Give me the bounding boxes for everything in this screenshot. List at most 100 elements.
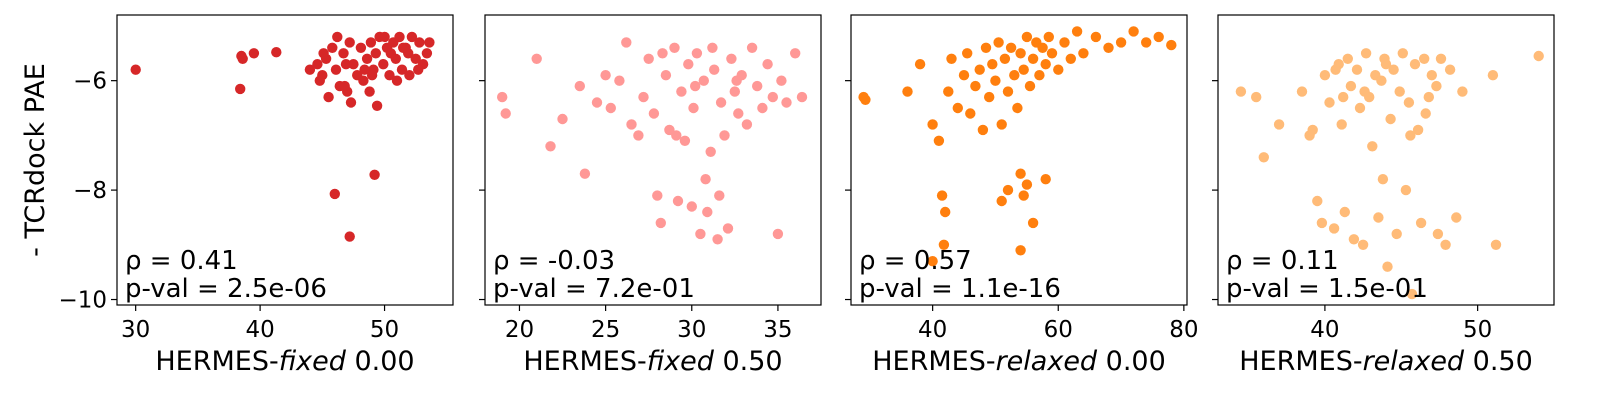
data-point bbox=[314, 75, 325, 86]
data-point bbox=[1021, 179, 1033, 190]
scatter-panel-1: 30 40 50 −6 −8 −10 HERMES-fixed 0.00 ρ = 0.41p-… bbox=[58, 14, 454, 377]
data-point bbox=[330, 64, 342, 75]
scatter-panel-4: 40 50 HERMES-relaxed 0.50 ρ = 0.11p-val = 1… bbox=[1212, 14, 1555, 377]
data-point bbox=[1273, 119, 1285, 130]
data-point bbox=[1071, 26, 1083, 37]
data-point bbox=[726, 53, 737, 64]
rho-annotation: ρ = 0.41 bbox=[125, 246, 238, 276]
data-point bbox=[1021, 31, 1033, 43]
data-point bbox=[860, 94, 871, 106]
data-point bbox=[648, 108, 660, 119]
data-point bbox=[1027, 217, 1039, 229]
data-point bbox=[1040, 58, 1051, 70]
data-point bbox=[672, 195, 684, 207]
data-point bbox=[413, 64, 424, 75]
data-point bbox=[715, 97, 727, 108]
data-point bbox=[933, 135, 945, 146]
data-point bbox=[1405, 130, 1416, 141]
data-point bbox=[965, 108, 976, 119]
data-point bbox=[1394, 86, 1405, 97]
data-point bbox=[767, 91, 778, 103]
data-point bbox=[1324, 97, 1335, 108]
data-point bbox=[943, 86, 954, 97]
pval-annotation: p-val = 2.5e-06 bbox=[125, 274, 327, 304]
data-point bbox=[1412, 124, 1424, 136]
data-point bbox=[345, 97, 357, 108]
data-point bbox=[424, 37, 435, 48]
data-point bbox=[369, 169, 380, 180]
points-group bbox=[497, 37, 808, 245]
data-point bbox=[1367, 141, 1378, 152]
data-point bbox=[1027, 53, 1039, 64]
data-point bbox=[980, 42, 992, 53]
x-tick-label: 50 bbox=[1463, 317, 1492, 343]
data-point bbox=[962, 48, 973, 59]
pval-annotation: p-val = 1.1e-16 bbox=[859, 274, 1061, 304]
data-point bbox=[762, 58, 773, 70]
data-point bbox=[999, 53, 1011, 64]
x-axis-label: HERMES-fixed 0.50 bbox=[523, 346, 782, 377]
data-point bbox=[1307, 124, 1318, 136]
x-tick-label: 80 bbox=[1169, 317, 1198, 343]
data-point bbox=[1345, 80, 1357, 92]
data-point bbox=[394, 31, 405, 43]
data-point bbox=[237, 53, 248, 64]
data-point bbox=[657, 48, 668, 59]
data-point bbox=[1005, 42, 1017, 53]
x-tick-label: 30 bbox=[677, 317, 706, 343]
data-point bbox=[643, 53, 654, 64]
y-tick-label: −10 bbox=[58, 288, 107, 314]
data-point bbox=[1018, 190, 1029, 201]
data-point bbox=[1376, 75, 1387, 86]
data-point bbox=[1359, 86, 1370, 97]
data-point bbox=[1153, 31, 1164, 43]
data-point bbox=[621, 37, 632, 48]
data-point bbox=[391, 75, 403, 86]
data-point bbox=[733, 108, 744, 119]
pval-annotation: p-val = 7.2e-01 bbox=[493, 274, 695, 304]
data-point bbox=[355, 42, 367, 53]
data-point bbox=[1009, 70, 1020, 81]
data-point bbox=[1312, 195, 1323, 207]
data-point bbox=[1018, 64, 1029, 75]
data-point bbox=[271, 47, 282, 58]
x-tick-label: 25 bbox=[591, 317, 620, 343]
x-tick-label: 50 bbox=[370, 317, 399, 343]
data-point bbox=[1002, 184, 1014, 196]
data-point bbox=[741, 119, 753, 130]
data-point bbox=[1397, 48, 1409, 59]
data-point bbox=[722, 223, 734, 234]
data-point bbox=[1128, 26, 1139, 37]
data-point bbox=[358, 75, 369, 86]
data-point bbox=[1053, 64, 1064, 75]
x-tick-label: 40 bbox=[918, 317, 947, 343]
data-point bbox=[1440, 239, 1451, 250]
data-point bbox=[1415, 217, 1427, 229]
data-point bbox=[1419, 53, 1430, 64]
data-point bbox=[1034, 70, 1045, 81]
data-point bbox=[996, 195, 1007, 207]
data-point bbox=[1296, 86, 1308, 97]
data-point bbox=[752, 80, 763, 92]
scatter-panel-2: 20 25 30 35 HERMES-fixed 0.50 ρ = -0.03p-val … bbox=[479, 14, 822, 377]
data-point bbox=[500, 108, 511, 119]
data-point bbox=[1002, 86, 1014, 97]
data-point bbox=[655, 217, 666, 229]
data-point bbox=[1423, 91, 1435, 103]
data-point bbox=[414, 37, 425, 48]
data-point bbox=[304, 64, 316, 75]
data-point bbox=[984, 91, 995, 103]
data-point bbox=[359, 64, 370, 75]
data-point bbox=[772, 228, 784, 240]
x-axis-label: HERMES-fixed 0.00 bbox=[155, 346, 414, 377]
data-point bbox=[545, 141, 556, 152]
data-point bbox=[1432, 228, 1444, 240]
data-point bbox=[695, 228, 706, 240]
data-point bbox=[1046, 48, 1058, 59]
plot-frame bbox=[116, 14, 454, 306]
plot-frame bbox=[1217, 14, 1555, 306]
data-point bbox=[614, 75, 625, 86]
data-point bbox=[781, 97, 792, 108]
data-point bbox=[531, 53, 542, 64]
